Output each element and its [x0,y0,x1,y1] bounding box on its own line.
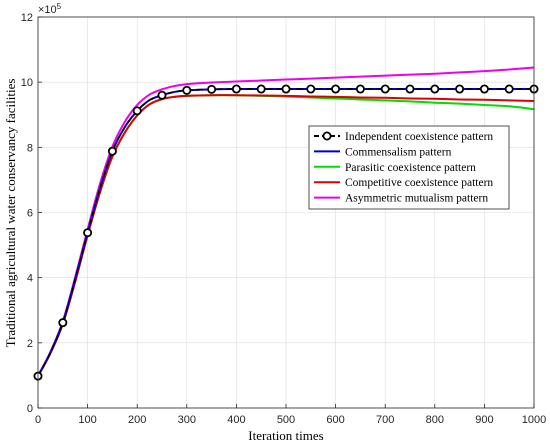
legend-box [308,125,510,210]
x-tick-label: 800 [426,414,444,426]
series-marker [455,84,465,94]
y-tick-label: 0 [27,403,33,415]
y-tick-label: 4 [27,273,33,285]
x-tick-label: 300 [178,414,196,426]
series-lines [33,66,539,381]
series-marker [281,84,291,94]
y-exponent: 5 [57,2,62,11]
y-exponent-multiplier: ×105 [38,2,62,16]
x-tick-label: 700 [376,414,394,426]
x-axis-label: Iteration times [248,428,323,443]
series-marker [405,84,415,94]
series-marker [132,106,142,116]
series-marker [256,84,266,94]
series-marker [504,84,514,94]
series-marker [331,84,341,94]
series-marker [355,84,365,94]
x-tick-label: 200 [128,414,146,426]
series-marker [479,84,489,94]
x-tick-label: 900 [475,414,493,426]
legend-label: Parasitic coexistence pattern [345,162,476,174]
x-tick-label: 600 [326,414,344,426]
legend: Independent coexistence pattern Commensal… [308,125,510,210]
axis-ticks: 0 100 200 300 400 500 600 700 800 900 1000 0 2 4 6 8 10 1… [21,12,546,426]
x-tick-label: 400 [227,414,245,426]
series-marker [430,84,440,94]
series-marker [157,90,167,100]
y-tick-label: 12 [21,12,33,24]
x-tick-label: 500 [277,414,295,426]
legend-marker [322,131,332,141]
series-marker [380,84,390,94]
x-tick-label: 1000 [522,414,546,426]
legend-label: Competitive coexistence pattern [345,177,493,189]
series-marker [182,85,192,95]
y-axis-label: Traditional agricultural water conservan… [3,79,18,348]
y-tick-label: 8 [27,142,33,154]
y-tick-label: 6 [27,208,33,220]
y-tick-label: 10 [21,77,33,89]
legend-label: Asymmetric mutualism pattern [345,193,488,205]
y-tick-label: 2 [27,338,33,350]
series-marker [107,146,117,156]
legend-label: Commensalism pattern [345,146,452,158]
legend-label: Independent coexistence pattern [345,131,493,143]
series-marker [231,84,241,94]
x-tick-label: 0 [35,414,41,426]
x-tick-label: 100 [78,414,96,426]
series-marker [83,228,93,238]
series-marker [58,318,68,328]
series-marker [306,84,316,94]
series-marker [207,84,217,94]
